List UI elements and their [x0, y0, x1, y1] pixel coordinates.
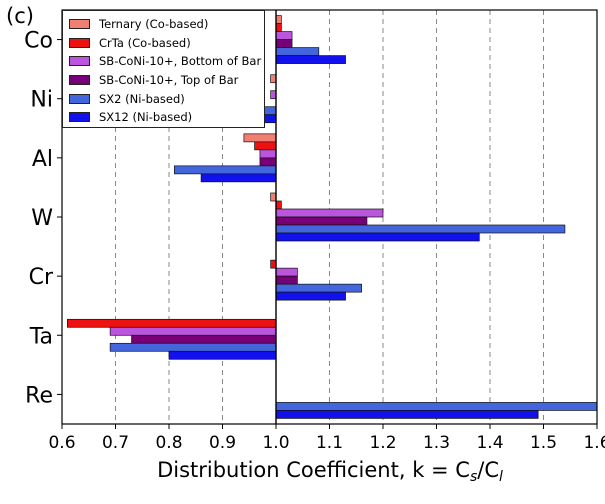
bar-cr-series-5 [275, 291, 346, 301]
x-tick-label-9: 1.5 [530, 433, 557, 453]
bar-al-series-3 [259, 157, 277, 167]
x-axis-label-mid: /C [477, 458, 500, 482]
bar-w-series-5 [275, 232, 480, 242]
x-tick-label-8: 1.4 [476, 433, 503, 453]
bar-ni-series-0 [270, 74, 277, 84]
bar-co-series-3 [275, 39, 293, 48]
bar-ta-series-2 [109, 326, 277, 336]
legend-label-0: Ternary (Co-based) [99, 17, 209, 32]
bar-al-series-2 [259, 149, 277, 159]
bar-al-series-5 [200, 173, 277, 183]
bar-al-series-0 [243, 133, 277, 143]
legend: Ternary (Co-based) CrTa (Co-based) SB-CoNi… [62, 10, 265, 128]
x-tick-label-6: 1.2 [369, 433, 396, 453]
bar-re-series-5 [275, 410, 539, 419]
x-tick-labels: 0.6 0.7 0.8 0.9 1.0 1.1 1.2 1.3 1.4 1.5 1.6 [48, 424, 605, 453]
y-tick-label-al: Al [32, 147, 53, 172]
bar-co-series-1 [275, 23, 282, 32]
x-axis-label-prefix: Distribution Coefficient, k = C [157, 458, 470, 482]
bar-al-series-1 [254, 141, 277, 151]
bar-cr-series-4 [275, 283, 362, 293]
legend-swatch-5 [69, 112, 90, 123]
bar-w-series-0 [270, 192, 277, 202]
bar-ta-series-3 [131, 334, 277, 344]
bar-re-series-4 [275, 402, 598, 411]
bar-al-series-4 [174, 165, 277, 175]
bar-w-series-3 [275, 216, 368, 226]
legend-swatch-4 [69, 93, 90, 104]
bar-co-series-2 [275, 31, 293, 40]
bar-ni-series-2 [270, 90, 277, 100]
y-tick-label-cr: Cr [29, 265, 54, 290]
y-tick-label-ta: Ta [29, 324, 53, 349]
bar-ta-series-5 [168, 350, 277, 360]
y-tick-label-re: Re [25, 383, 53, 408]
y-tick-label-w: W [31, 206, 53, 231]
legend-item-5: SX12 (Ni-based) [69, 108, 264, 127]
legend-label-1: CrTa (Co-based) [99, 35, 191, 50]
bar-cr-series-3 [275, 275, 298, 285]
x-axis-label-sub-l: l [499, 469, 503, 485]
bar-cr-series-2 [275, 267, 298, 277]
bar-w-series-2 [275, 208, 384, 218]
y-tick-labels: Co Ni Al W Cr Ta Re [24, 29, 62, 408]
legend-label-5: SX12 (Ni-based) [99, 110, 193, 125]
x-axis-label-sub-s: s [469, 469, 478, 485]
x-axis-label: Distribution Coefficient, k = Cs/Cl [60, 458, 600, 485]
x-tick-label-7: 1.3 [423, 433, 450, 453]
legend-swatch-1 [69, 37, 90, 48]
bar-w-series-4 [275, 224, 566, 234]
bar-co-series-5 [275, 55, 346, 64]
bar-co-series-0 [275, 15, 282, 24]
bar-cr-series-1 [270, 259, 277, 269]
legend-swatch-2 [69, 56, 90, 67]
legend-item-1: CrTa (Co-based) [69, 34, 264, 53]
legend-label-3: SB-CoNi-10+, Top of Bar [99, 73, 239, 88]
x-tick-label-4: 1.0 [262, 433, 289, 453]
bar-ta-series-4 [109, 342, 277, 352]
legend-item-2: SB-CoNi-10+, Bottom of Bar [69, 52, 264, 71]
y-tick-label-co: Co [24, 29, 53, 54]
x-tick-label-1: 0.7 [102, 433, 129, 453]
bar-co-series-4 [275, 47, 320, 56]
bar-w-series-1 [275, 200, 282, 210]
legend-label-4: SX2 (Ni-based) [99, 91, 185, 106]
y-tick-label-ni: Ni [30, 88, 53, 113]
legend-item-3: SB-CoNi-10+, Top of Bar [69, 71, 264, 90]
panel-label: (c) [6, 4, 34, 28]
legend-swatch-3 [69, 75, 90, 86]
x-tick-label-2: 0.8 [155, 433, 182, 453]
x-tick-label-3: 0.9 [209, 433, 236, 453]
bar-ta-series-1 [66, 318, 277, 328]
legend-label-2: SB-CoNi-10+, Bottom of Bar [99, 54, 262, 69]
x-tick-label-10: 1.6 [583, 433, 605, 453]
legend-swatch-0 [69, 19, 90, 30]
bars [66, 15, 598, 419]
legend-item-4: SX2 (Ni-based) [69, 89, 264, 108]
x-tick-label-0: 0.6 [48, 433, 75, 453]
legend-item-0: Ternary (Co-based) [69, 15, 264, 34]
x-tick-label-5: 1.1 [316, 433, 343, 453]
